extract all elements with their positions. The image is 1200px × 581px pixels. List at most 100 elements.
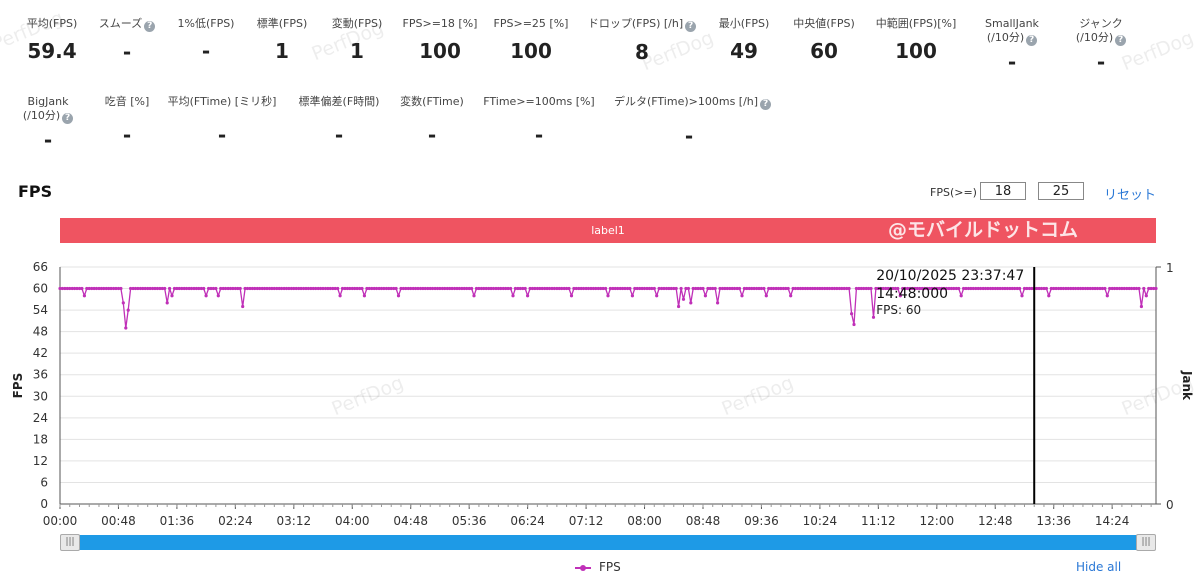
fps-data-point <box>90 286 94 291</box>
fps-data-point <box>496 286 500 291</box>
legend[interactable]: FPS <box>575 560 621 574</box>
fps-data-point <box>625 286 630 291</box>
fps-data-point <box>1035 286 1039 291</box>
fps-data-point <box>854 286 859 291</box>
fps-data-point <box>1005 286 1010 291</box>
fps-data-point <box>796 286 800 291</box>
stat-value: 49 <box>730 39 758 63</box>
x-tick-label: 09:36 <box>744 514 779 528</box>
fps-data-point <box>647 286 652 291</box>
fps-data-point <box>621 286 625 291</box>
stat-label-unit: (/10分) <box>1075 31 1114 44</box>
x-tick-label: 12:00 <box>920 514 955 528</box>
fps-data-point <box>146 286 150 291</box>
fps-data-point <box>479 286 483 291</box>
fps-data-point <box>874 286 878 291</box>
stat-value: - <box>427 123 437 147</box>
stat-value: 100 <box>419 39 461 63</box>
fps-data-point <box>718 286 722 291</box>
fps-data-point <box>803 286 807 291</box>
x-tick-label: 08:00 <box>627 514 662 528</box>
fps-data-point <box>309 286 313 291</box>
help-icon[interactable]: ? <box>760 99 772 110</box>
fps-data-point <box>221 286 225 291</box>
legend-swatch <box>575 564 591 571</box>
stat-value: 8 <box>635 40 649 64</box>
fps-data-point <box>1071 286 1075 291</box>
stat-stat2-2: 平均(FTime) [ミリ秒] - <box>147 95 297 147</box>
fps-chart[interactable]: 0 6 12 18 24 30 36 42 48 54 60 66 0 1 FPS Jank 00:00 00:4… <box>0 250 1200 532</box>
fps-data-point <box>241 304 245 309</box>
y-tick-label: 54 <box>33 303 48 317</box>
stat-stat1-7: ドロップ(FPS) [/h]? 8 <box>567 17 717 64</box>
fps-data-point <box>674 286 678 291</box>
stat-label-text: 標準(FPS) <box>256 17 308 30</box>
fps-data-point <box>845 286 849 291</box>
fps-data-point <box>1117 286 1122 291</box>
fps-data-point <box>630 294 635 298</box>
fps-data-point <box>94 286 99 291</box>
fps-data-point <box>813 286 817 291</box>
fps-data-point <box>236 286 240 291</box>
help-icon[interactable]: ? <box>1026 35 1038 46</box>
scroll-track[interactable] <box>60 535 1156 550</box>
fps-data-point <box>1086 286 1090 291</box>
fps-data-point <box>202 286 206 291</box>
fps-data-point <box>1066 286 1070 291</box>
help-icon[interactable]: ? <box>1115 35 1127 46</box>
fps-data-point <box>209 286 213 291</box>
stat-label: 吃音 [%] <box>52 95 202 109</box>
scroll-handle-left[interactable]: ||| <box>60 534 80 551</box>
fps-data-point <box>58 286 62 291</box>
fps-data-point <box>776 286 781 291</box>
fps-data-point <box>377 286 381 291</box>
time-range-scrollbar[interactable]: ||| ||| <box>60 534 1156 551</box>
reset-button[interactable]: リセット <box>1104 188 1157 203</box>
fps-data-point <box>577 286 581 291</box>
fps-data-point <box>491 286 496 291</box>
fps-data-point <box>68 286 72 291</box>
fps-data-point <box>828 286 832 291</box>
stat-stat1-5: FPS>=18 [%] 100 <box>365 17 515 63</box>
stat-value: - <box>43 128 53 152</box>
fps-data-point <box>1122 286 1126 291</box>
legend-series-fps[interactable]: FPS <box>599 560 621 574</box>
fps-data-point <box>925 286 929 291</box>
fps-data-point <box>1125 286 1129 291</box>
fps-data-point <box>757 286 761 291</box>
fps-data-point <box>964 286 968 291</box>
fps-data-point <box>238 286 242 291</box>
fps-threshold-input-2[interactable] <box>1038 182 1084 200</box>
fps-data-point <box>1022 286 1027 291</box>
help-icon[interactable]: ? <box>62 113 74 124</box>
fps-data-point <box>435 286 440 291</box>
stat-label-text: 中央値(FPS) <box>793 17 855 30</box>
scroll-handle-right[interactable]: ||| <box>1136 534 1156 551</box>
y2-tick-label: 1 <box>1166 261 1174 275</box>
fps-data-point <box>772 286 776 291</box>
help-icon[interactable]: ? <box>144 21 156 32</box>
fps-data-point <box>153 286 157 291</box>
help-icon[interactable]: ? <box>685 21 697 32</box>
fps-data-point <box>297 286 301 291</box>
stat-stat1-12: ジャンク (/10分)? - <box>1026 17 1176 74</box>
fps-data-point <box>431 286 435 291</box>
fps-data-point <box>1137 286 1141 291</box>
fps-data-point <box>691 286 695 291</box>
fps-data-point <box>530 286 535 291</box>
hide-all-button[interactable]: Hide all <box>1076 560 1122 574</box>
stat-label: FPS>=18 [%] <box>365 17 515 31</box>
fps-data-point <box>482 286 486 291</box>
fps-data-point <box>443 286 447 291</box>
fps-data-point <box>613 286 617 291</box>
fps-data-point <box>1001 286 1005 291</box>
fps-data-point <box>73 286 77 291</box>
fps-data-point <box>392 286 396 291</box>
fps-data-point <box>270 286 274 291</box>
fps-data-point <box>662 286 666 291</box>
fps-data-point <box>903 286 907 291</box>
fps-data-point <box>560 286 564 291</box>
stat-label: ジャンク (/10分)? <box>1026 17 1176 46</box>
fps-threshold-input-1[interactable] <box>980 182 1026 200</box>
fps-data-point <box>983 286 988 291</box>
